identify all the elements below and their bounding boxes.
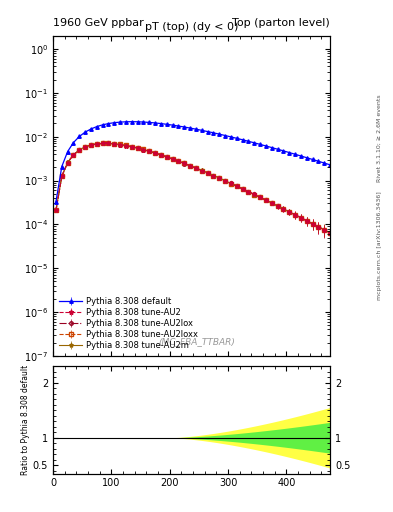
Text: Rivet 3.1.10; ≥ 2.6M events: Rivet 3.1.10; ≥ 2.6M events [377,94,382,182]
Legend: Pythia 8.308 default, Pythia 8.308 tune-AU2, Pythia 8.308 tune-AU2lox, Pythia 8.: Pythia 8.308 default, Pythia 8.308 tune-… [57,295,200,352]
Text: mcplots.cern.ch [arXiv:1306.3436]: mcplots.cern.ch [arXiv:1306.3436] [377,191,382,300]
Text: Top (parton level): Top (parton level) [232,18,330,28]
Y-axis label: Ratio to Pythia 8.308 default: Ratio to Pythia 8.308 default [21,365,30,475]
Title: pT (top) (dy < 0): pT (top) (dy < 0) [145,23,238,32]
Text: 1960 GeV ppbar: 1960 GeV ppbar [53,18,144,28]
Text: (MC_FBA_TTBAR): (MC_FBA_TTBAR) [159,337,235,346]
